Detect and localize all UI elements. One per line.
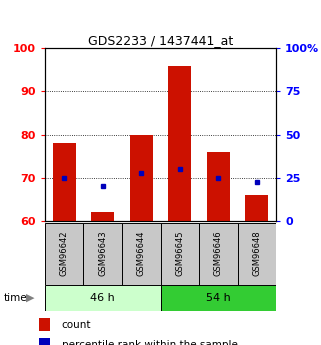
Bar xyxy=(199,223,238,285)
Text: GSM96644: GSM96644 xyxy=(137,231,146,276)
Bar xyxy=(45,223,83,285)
Text: 54 h: 54 h xyxy=(206,293,231,303)
Bar xyxy=(168,66,191,221)
Bar xyxy=(91,212,114,221)
Bar xyxy=(160,285,276,310)
Bar xyxy=(53,143,76,221)
Text: GSM96646: GSM96646 xyxy=(214,231,223,276)
Bar xyxy=(39,338,50,345)
Bar xyxy=(39,318,50,331)
Bar xyxy=(45,285,160,310)
Bar xyxy=(130,135,153,221)
Title: GDS2233 / 1437441_at: GDS2233 / 1437441_at xyxy=(88,34,233,47)
Bar xyxy=(122,223,160,285)
Text: percentile rank within the sample: percentile rank within the sample xyxy=(62,339,238,345)
Text: GSM96642: GSM96642 xyxy=(60,231,69,276)
Bar xyxy=(207,152,230,221)
Bar xyxy=(83,223,122,285)
Text: time: time xyxy=(3,293,27,303)
Text: count: count xyxy=(62,320,91,330)
Bar xyxy=(238,223,276,285)
Bar xyxy=(160,223,199,285)
Text: ▶: ▶ xyxy=(26,293,35,303)
Text: GSM96648: GSM96648 xyxy=(252,231,261,276)
Text: GSM96645: GSM96645 xyxy=(175,231,184,276)
Bar xyxy=(245,195,268,221)
Text: 46 h: 46 h xyxy=(90,293,115,303)
Text: GSM96643: GSM96643 xyxy=(98,231,107,276)
